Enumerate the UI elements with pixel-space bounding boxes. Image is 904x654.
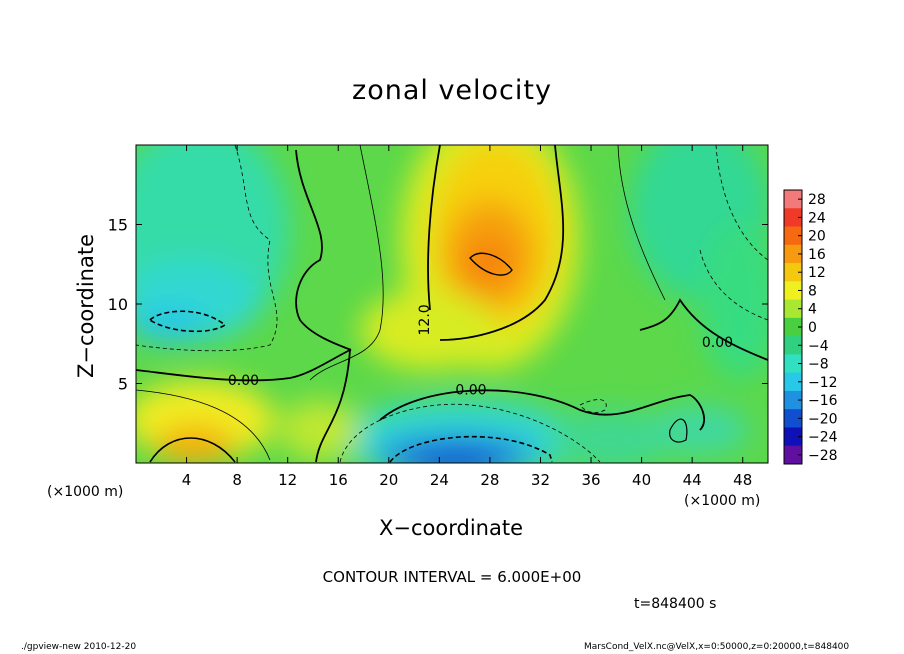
colorbar-label: 20 [808,229,826,245]
x-tick-label: 44 [683,471,702,489]
y-tick-label: 15 [108,216,128,235]
x-tick-label: 40 [632,471,651,489]
y-axis-label: Z−coordinate [74,234,98,378]
colorbar-segment [784,390,802,410]
colorbar-label: −8 [808,357,829,373]
x-axis-label: X−coordinate [379,516,523,540]
contour-lines [136,145,768,463]
x-tick-label: 48 [733,471,752,489]
colorbar-label: 28 [808,192,826,208]
colorbar-segment [784,445,802,465]
x-unit-label-left: (×1000 m) [47,484,124,500]
colorbar-segment [784,244,802,264]
colorbar-label: 8 [808,283,817,299]
chart-title: zonal velocity [352,75,552,106]
y-axis: 5 10 15 [108,216,768,394]
colorbar-segment [784,336,802,355]
colorbar-label: 4 [808,302,817,318]
heatmap-field [136,145,768,463]
contour-label: 0.00 [702,335,733,351]
colorbar-segment [784,317,802,337]
colorbar-segment [784,263,802,282]
x-tick-label: 32 [531,471,550,489]
y-tick-label: 10 [108,295,128,314]
time-note: t=848400 s [634,596,717,612]
x-tick-label: 12 [278,471,297,489]
colorbar-label: −16 [808,393,838,409]
colorbar-label: 24 [808,210,826,226]
x-axis: 4 8 12 16 20 24 28 32 36 40 44 48 [182,145,752,489]
x-tick-label: 16 [329,471,348,489]
colorbar-segment [784,281,802,301]
colorbar-label: −12 [808,375,838,391]
x-tick-label: 8 [232,471,242,489]
colorbar: 28 24 20 16 12 8 4 0 −4 −8 −12 −16 −20 −24 −28 [783,189,838,465]
colorbar-segment [784,299,802,319]
colorbar-label: −20 [808,411,838,427]
contour-label: 0.00 [228,373,259,389]
colorbar-segment [784,372,802,392]
colorbar-segment [784,409,802,428]
x-tick-label: 28 [480,471,499,489]
contour-interval-note: CONTOUR INTERVAL = 6.000E+00 [322,568,582,586]
footer-program: ./gpview-new 2010-12-20 [21,642,137,652]
colorbar-label: −4 [808,338,829,354]
colorbar-label: −28 [808,448,838,464]
x-tick-label: 24 [430,471,449,489]
contour-label: 12.0 [417,304,433,335]
colorbar-segment [784,208,802,228]
colorbar-label: 0 [808,320,817,336]
colorbar-label: 12 [808,265,826,281]
colorbar-segment [784,190,802,209]
contour-label: 0.00 [455,383,486,399]
colorbar-segment [784,226,802,246]
footer-source: MarsCond_VelX.nc@VelX,x=0:50000,z=0:2000… [584,642,850,652]
colorbar-label: 16 [808,247,826,263]
colorbar-segment [784,354,802,374]
y-tick-label: 5 [118,375,128,394]
x-unit-label-right: (×1000 m) [684,493,761,509]
colorbar-label: −24 [808,430,838,446]
x-tick-label: 20 [379,471,398,489]
x-tick-label: 4 [182,471,192,489]
contour-labels: 0.00 0.00 12.0 0.00 [228,304,733,398]
x-tick-label: 36 [581,471,600,489]
colorbar-segment [784,427,802,447]
